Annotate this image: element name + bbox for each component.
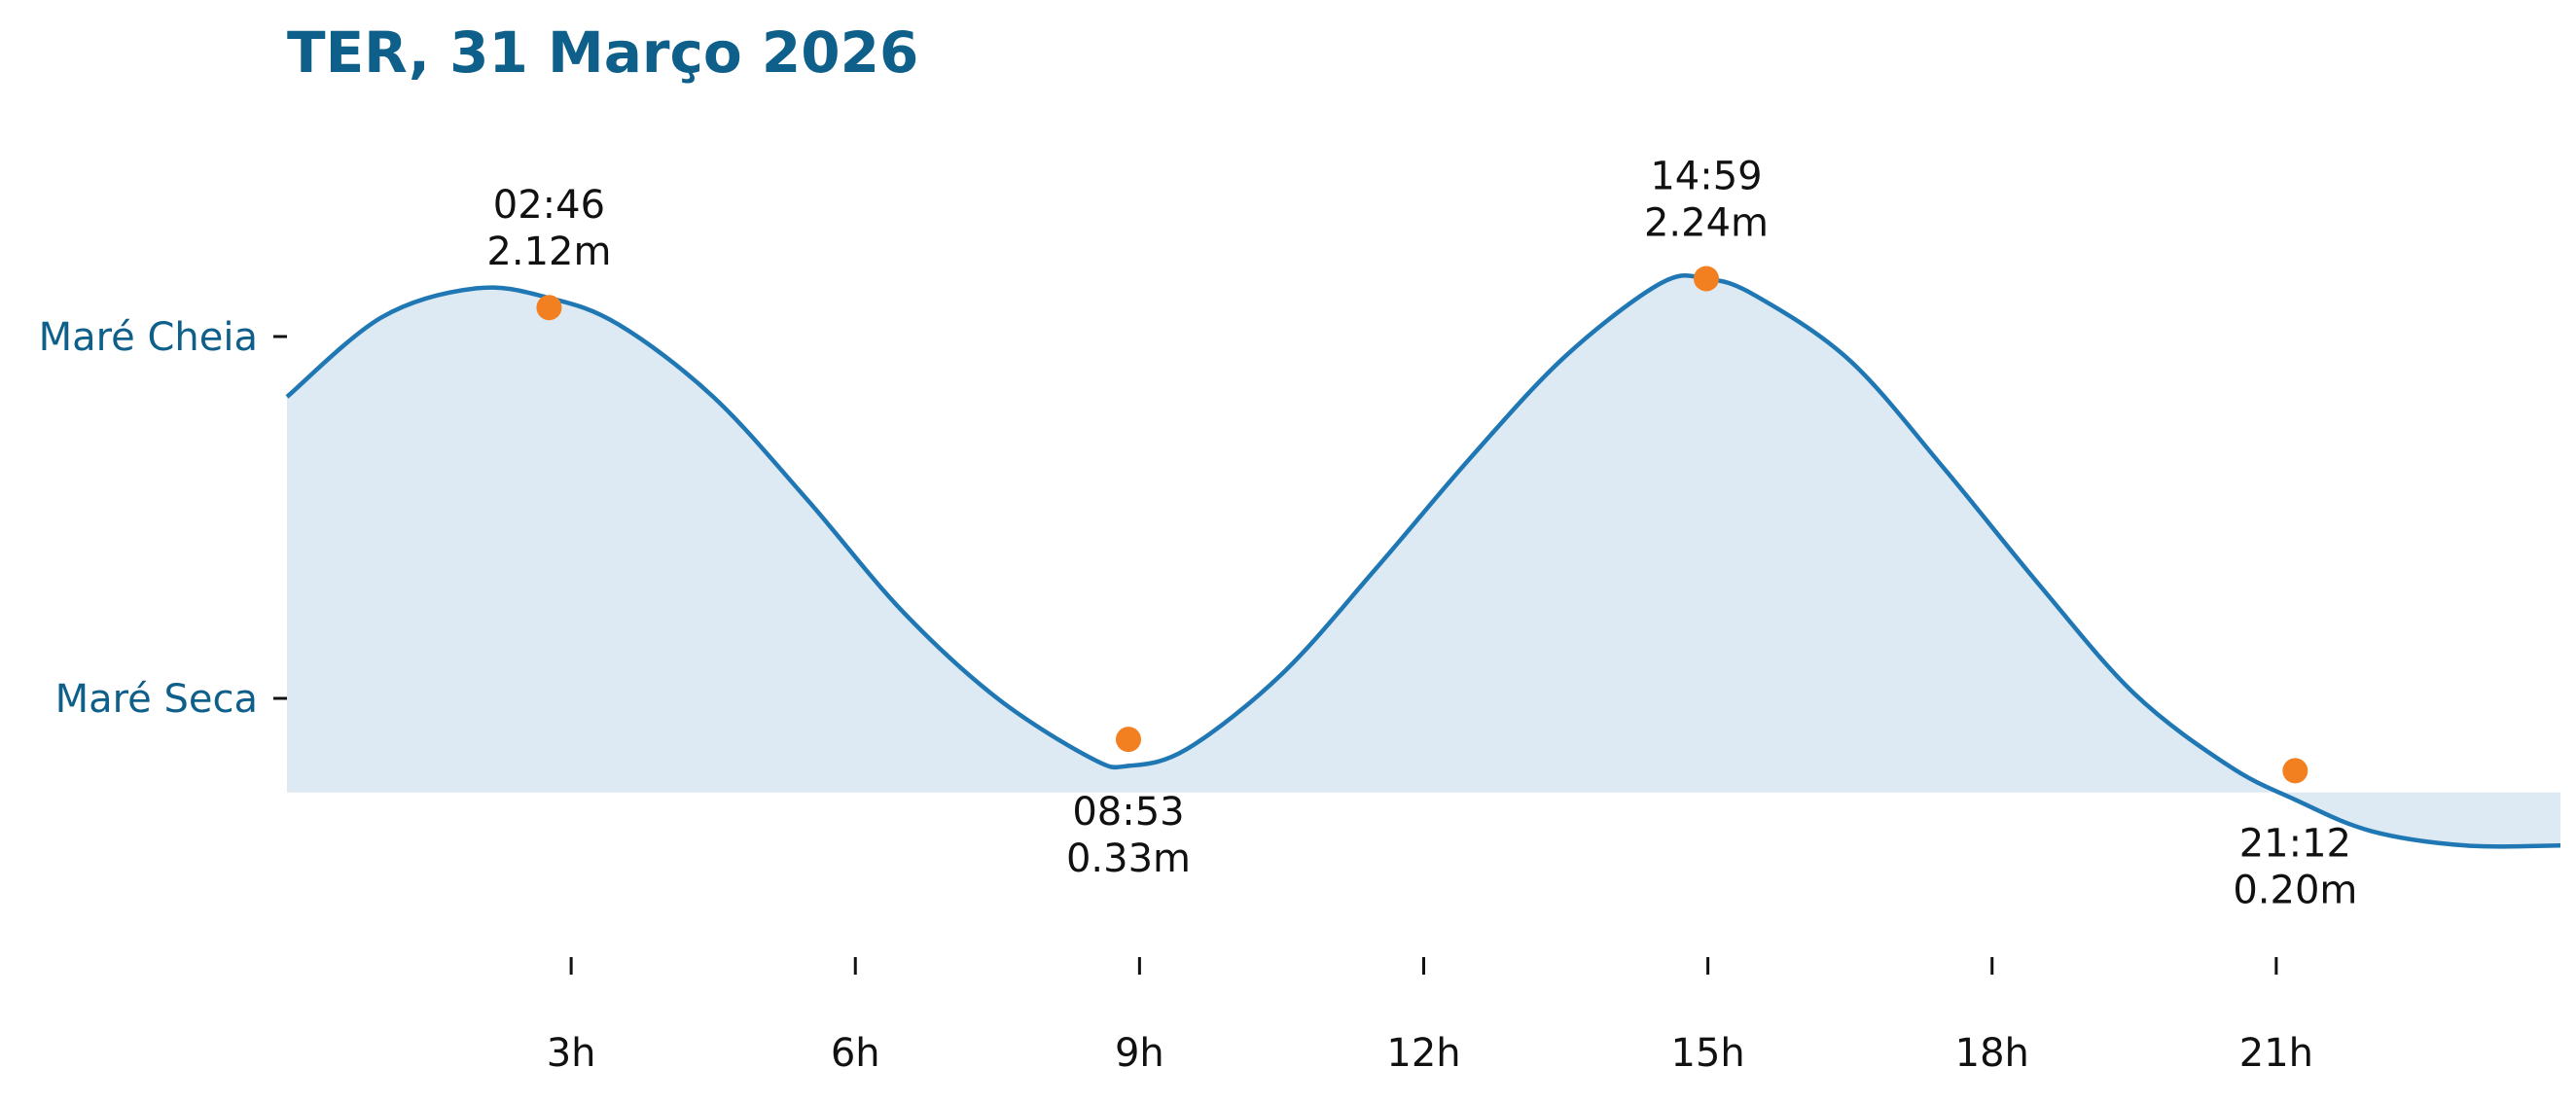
extreme-height-label: 2.12m <box>486 230 611 274</box>
chart-title: TER, 31 Março 2026 <box>287 19 918 86</box>
extreme-height-label: 0.33m <box>1066 836 1191 881</box>
extreme-time-label: 14:59 <box>1650 154 1762 198</box>
low-tide-marker <box>1115 727 1141 753</box>
extreme-time-label: 21:12 <box>2239 821 2351 866</box>
tide-extremes: 02:462.12m 08:530.33m 14:592.24m 21:120.20m <box>486 154 2357 912</box>
high-tide-marker <box>1693 266 1719 292</box>
high-tide-marker <box>536 295 562 321</box>
x-tick-label: 21h <box>2239 1031 2313 1076</box>
tide-curve-line <box>285 272 2561 849</box>
x-tick-label: 12h <box>1386 1031 1460 1076</box>
extreme-time-label: 08:53 <box>1072 790 1184 835</box>
x-tick-label: 9h <box>1115 1031 1164 1076</box>
extreme-height-label: 2.24m <box>1644 200 1769 245</box>
x-tick-label: 18h <box>1955 1031 2029 1076</box>
y-tick-label: Maré Seca <box>55 677 258 722</box>
x-tick-label: 6h <box>831 1031 880 1076</box>
tide-area-fill <box>287 275 2560 847</box>
x-tick-label: 3h <box>547 1031 596 1076</box>
extreme-height-label: 0.20m <box>2233 868 2357 912</box>
extreme-time-label: 02:46 <box>493 183 605 228</box>
x-axis: 3h 6h 9h 12h 15h 18h 21h <box>547 957 2313 1076</box>
low-tide-marker <box>2282 758 2308 784</box>
x-tick-label: 15h <box>1671 1031 1745 1076</box>
y-axis: Maré Cheia Maré Seca <box>39 315 287 722</box>
y-tick-label: Maré Cheia <box>39 315 258 360</box>
